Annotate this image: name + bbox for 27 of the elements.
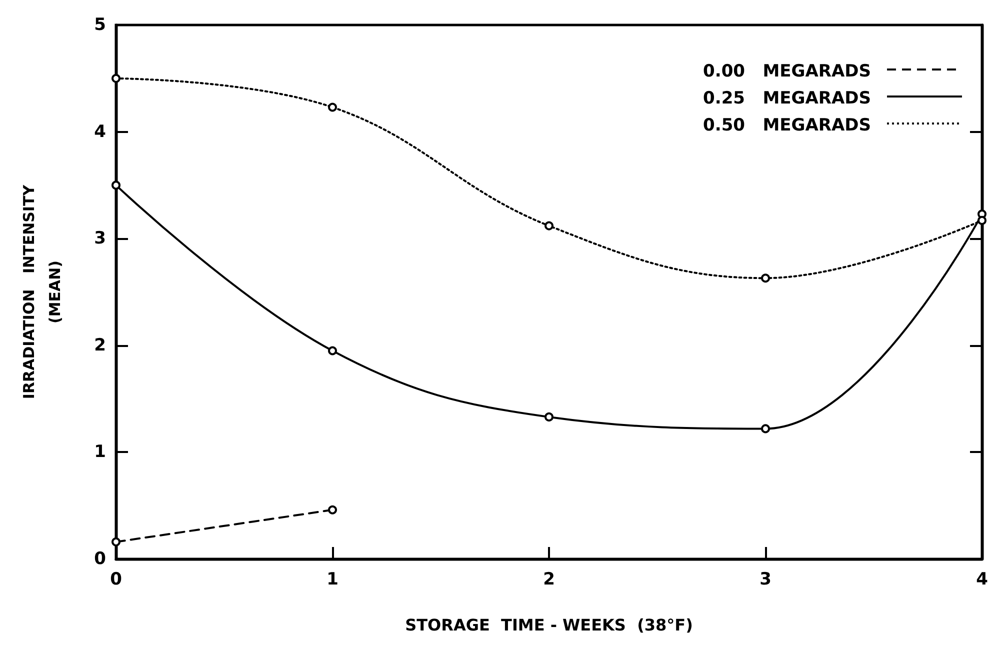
point <box>761 274 770 283</box>
point <box>544 412 554 422</box>
y-axis-title: IRRADIATION INTENSITY (MEAN) <box>20 184 64 400</box>
x-tick-label: 1 <box>326 570 338 590</box>
point <box>112 180 120 190</box>
point <box>112 537 120 546</box>
y-tick-label: 4 <box>94 122 106 142</box>
point <box>328 102 337 112</box>
x-tick-label: 4 <box>976 570 988 590</box>
point <box>761 424 770 434</box>
legend-label: 0.25 MEGARADS <box>703 88 871 108</box>
x-axis-title: STORAGE TIME - WEEKS (38°F) <box>405 616 693 634</box>
x-tick-label: 0 <box>110 570 122 590</box>
y-tick-label: 2 <box>94 335 106 356</box>
legend-label: 0.50 MEGARADS <box>703 116 871 136</box>
point <box>328 346 337 356</box>
legend-label: 0.00 MEGARADS <box>703 62 871 82</box>
x-tick-label: 3 <box>760 570 772 590</box>
point <box>544 221 554 230</box>
y-tick-label: 3 <box>94 228 106 249</box>
point <box>112 74 120 83</box>
point <box>328 505 337 514</box>
y-tick-label: 5 <box>94 15 106 35</box>
y-tick-label: 0 <box>94 549 106 569</box>
point <box>978 216 986 225</box>
x-tick-label: 2 <box>543 570 555 590</box>
y-tick-label: 1 <box>94 442 106 462</box>
